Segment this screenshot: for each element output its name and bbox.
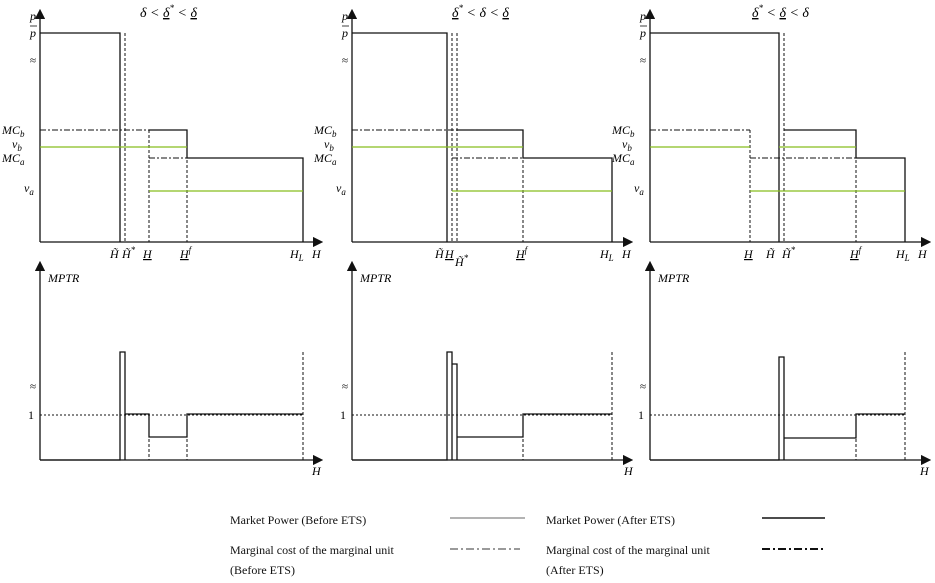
v-b-label: vb	[12, 137, 22, 153]
one-label: 1	[28, 408, 34, 422]
svg-text:va: va	[336, 181, 346, 197]
svg-text:HL: HL	[895, 247, 910, 263]
legend-mc-before-2: (Before ETS)	[230, 563, 295, 577]
panel-3-bottom: MPTR ≈ 1 H	[638, 260, 932, 478]
svg-text:H: H	[623, 464, 634, 478]
svg-text:H̃*: H̃*	[781, 245, 796, 261]
svg-text:HL: HL	[599, 247, 614, 263]
x-tick-htilde: H̃	[109, 247, 120, 261]
legend-mc-before-1: Marginal cost of the marginal unit	[230, 543, 395, 557]
svg-text:≈: ≈	[342, 55, 348, 67]
h-label: H	[311, 247, 322, 261]
svg-text:p: p	[639, 9, 646, 23]
legend-mp-before: Market Power (Before ETS)	[230, 513, 366, 527]
legend: Market Power (Before ETS) Market Power (…	[230, 513, 825, 577]
svg-text:1: 1	[340, 408, 346, 422]
svg-text:H: H	[919, 464, 930, 478]
svg-text:Hf: Hf	[849, 245, 863, 261]
panel-title: δ* < δ < δ	[452, 3, 509, 21]
svg-text:H: H	[917, 247, 928, 261]
svg-text:H̃: H̃	[434, 247, 445, 261]
svg-text:Hf: Hf	[515, 245, 529, 261]
panel-title: δ < δ* < δ	[140, 3, 197, 21]
panel-title: δ* < δ < δ	[752, 3, 809, 21]
panel-2-bottom: MPTR ≈ 1 H	[340, 260, 634, 478]
svg-text:H: H	[621, 247, 632, 261]
svg-text:MPTR: MPTR	[359, 271, 392, 285]
mptr-label: MPTR	[47, 271, 80, 285]
svg-text:MPTR: MPTR	[657, 271, 690, 285]
svg-text:MCb: MCb	[313, 123, 337, 139]
svg-text:vb: vb	[324, 137, 334, 153]
svg-text:1: 1	[638, 408, 644, 422]
svg-text:H̃: H̃	[765, 247, 776, 261]
x-tick-htilde-star: H̃*	[121, 245, 136, 261]
x-tick-h-under: H	[142, 247, 153, 261]
svg-text:H: H	[311, 464, 322, 478]
panel-1-bottom: MPTR ≈ 1 H	[28, 260, 324, 478]
v-a-label: va	[24, 181, 34, 197]
svg-text:H: H	[444, 247, 455, 261]
mp-after-top	[40, 32, 121, 242]
legend-mp-after: Market Power (After ETS)	[546, 513, 675, 527]
svg-text:vb: vb	[622, 137, 632, 153]
p-label: p	[29, 9, 36, 23]
panel-1-top: p p ≈ MCb vb MCa va δ < δ* < δ H̃ H̃* H …	[1, 3, 324, 263]
x-tick-hl: HL	[289, 247, 304, 263]
svg-text:MCb: MCb	[611, 123, 635, 139]
svg-text:≈: ≈	[342, 381, 348, 393]
panel-3-top: p p ≈ MCb vb MCa va δ* < δ < δ H H̃ H̃* …	[611, 3, 932, 263]
axis-break: ≈	[30, 55, 36, 67]
svg-text:H̃*: H̃*	[454, 253, 469, 269]
svg-text:p: p	[639, 26, 646, 40]
panel-2-top: p p ≈ MCb vb MCa va δ* < δ < δ H̃ H H̃* …	[313, 3, 634, 269]
svg-text:p: p	[341, 9, 348, 23]
mc-a-label: MCa	[1, 151, 25, 167]
mc-b-label: MCb	[1, 123, 25, 139]
p-bar-label: p	[29, 26, 36, 40]
svg-text:va: va	[634, 181, 644, 197]
svg-text:≈: ≈	[30, 381, 36, 393]
svg-text:H: H	[743, 247, 754, 261]
svg-text:≈: ≈	[640, 55, 646, 67]
svg-text:MCa: MCa	[313, 151, 337, 167]
legend-mc-after-2: (After ETS)	[546, 563, 604, 577]
legend-mc-after-1: Marginal cost of the marginal unit	[546, 543, 711, 557]
svg-text:p: p	[341, 26, 348, 40]
x-tick-hf: Hf	[179, 245, 193, 261]
svg-text:≈: ≈	[640, 381, 646, 393]
svg-text:MCa: MCa	[611, 151, 635, 167]
